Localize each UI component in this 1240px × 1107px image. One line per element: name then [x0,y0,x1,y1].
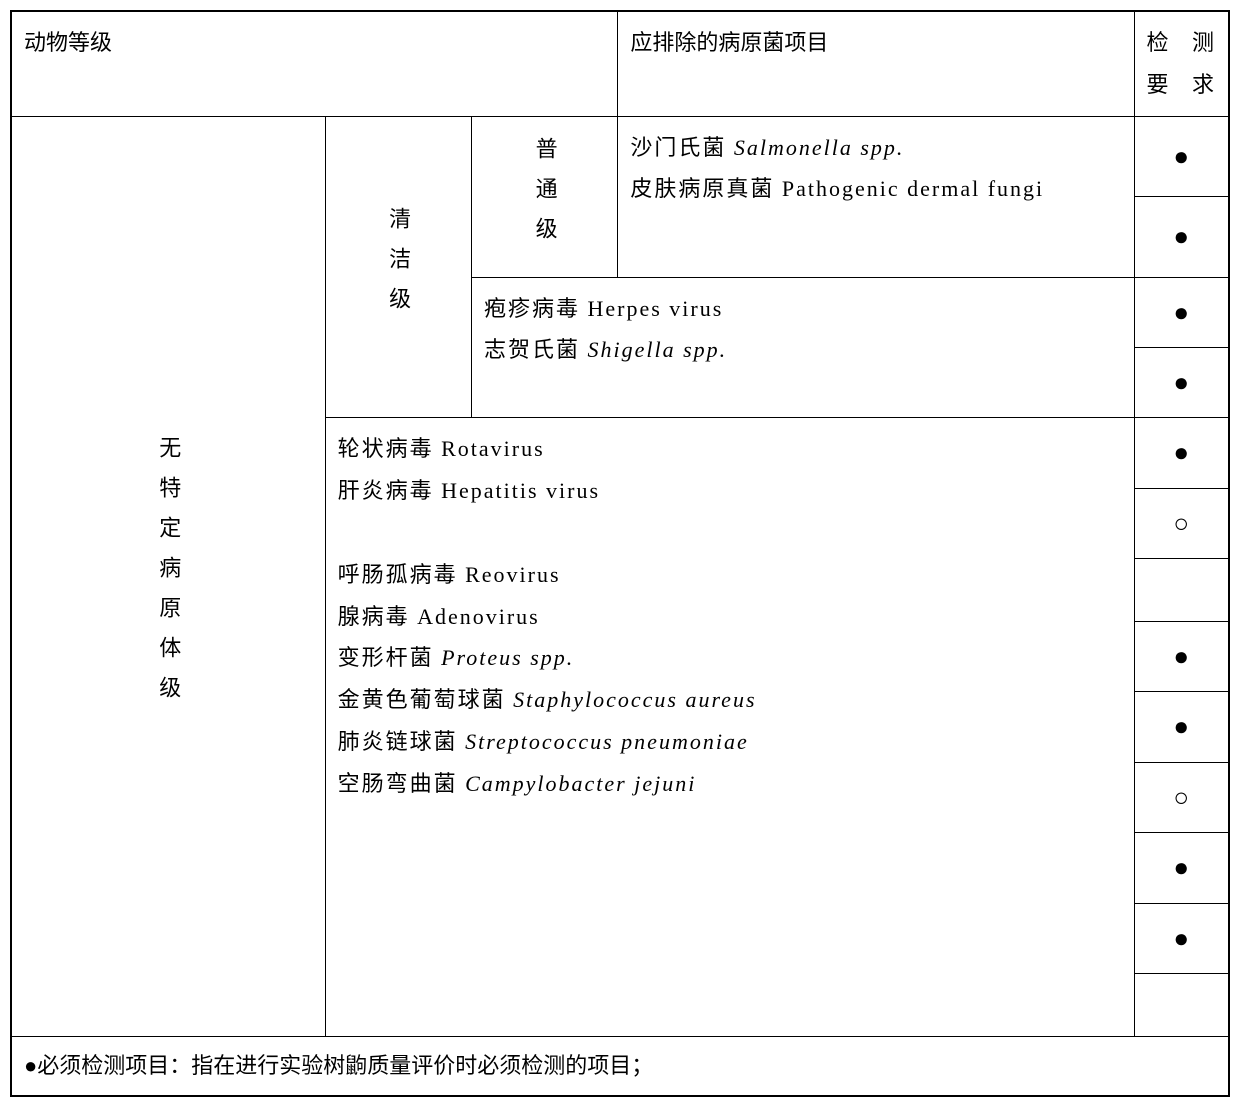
level-spf: 无特定病原体级 [11,116,325,1036]
check-mark: ○ [1134,762,1229,832]
pathogen-item: 肺炎链球菌 Streptococcus pneumoniae [338,721,1122,763]
header-pathogen: 应排除的病原菌项目 [618,11,1134,116]
check-mark: ● [1134,621,1229,691]
pathogen-cn: 变形杆菌 [338,645,434,670]
pathogen-en: Campylobacter jejuni [465,771,696,796]
check-mark [1134,973,1229,1036]
pathogen-table: 动物等级 应排除的病原菌项目 检测要求 无特定病原体级 清洁级 普通级 沙门氏菌… [10,10,1230,1097]
pathogen-cn: 轮状病毒 [338,436,434,461]
check-mark: ● [1134,116,1229,197]
pathogen-cell: 疱疹病毒 Herpes virus 志贺氏菌 Shigella spp. [471,277,1134,418]
pathogen-item: 轮状病毒 Rotavirus [338,428,1122,470]
pathogen-cn: 腺病毒 [338,604,410,629]
check-mark: ● [1134,418,1229,488]
pathogen-en: Pathogenic dermal fungi [782,176,1044,201]
header-animal-level: 动物等级 [11,11,618,116]
check-mark: ○ [1134,488,1229,558]
check-mark: ● [1134,833,1229,903]
pathogen-cn: 志贺氏菌 [484,337,580,362]
pathogen-item: 志贺氏菌 Shigella spp. [484,329,1122,371]
pathogen-item: 空肠弯曲菌 Campylobacter jejuni [338,763,1122,805]
pathogen-en: Shigella spp. [587,337,727,362]
pathogen-item: 金黄色葡萄球菌 Staphylococcus aureus [338,679,1122,721]
pathogen-item [338,512,1122,554]
check-mark: ● [1134,197,1229,278]
pathogen-item: 疱疹病毒 Herpes virus [484,288,1122,330]
pathogen-cn: 肺炎链球菌 [338,729,458,754]
pathogen-item: 肝炎病毒 Hepatitis virus [338,470,1122,512]
pathogen-en: Adenovirus [417,604,540,629]
pathogen-en: Staphylococcus aureus [513,687,756,712]
pathogen-cn: 空肠弯曲菌 [338,771,458,796]
pathogen-item: 皮肤病原真菌 Pathogenic dermal fungi [630,168,1121,210]
pathogen-en: Hepatitis virus [441,478,600,503]
pathogen-en: Rotavirus [441,436,545,461]
check-mark [1134,559,1229,622]
pathogen-cn: 疱疹病毒 [484,296,580,321]
header-requirement: 检测要求 [1134,11,1229,116]
pathogen-cn: 沙门氏菌 [630,135,726,160]
pathogen-cell: 沙门氏菌 Salmonella spp. 皮肤病原真菌 Pathogenic d… [618,116,1134,277]
header-row: 动物等级 应排除的病原菌项目 检测要求 [11,11,1229,116]
pathogen-cell: 轮状病毒 Rotavirus 肝炎病毒 Hepatitis virus 呼肠孤病… [325,418,1134,1036]
pathogen-item: 沙门氏菌 Salmonella spp. [630,127,1121,169]
pathogen-en: Reovirus [465,562,560,587]
pathogen-item: 呼肠孤病毒 Reovirus [338,554,1122,596]
check-mark: ● [1134,903,1229,973]
check-mark: ● [1134,277,1229,347]
level-normal: 普通级 [471,116,617,277]
footer-note: ●必须检测项目：指在进行实验树鼩质量评价时必须检测的项目； [11,1036,1229,1095]
check-mark: ● [1134,692,1229,762]
pathogen-cn: 皮肤病原真菌 [630,176,774,201]
pathogen-en: Herpes virus [587,296,723,321]
pathogen-cn: 金黄色葡萄球菌 [338,687,506,712]
pathogen-en: Proteus spp. [441,645,574,670]
pathogen-cn: 呼肠孤病毒 [338,562,458,587]
pathogen-cn: 肝炎病毒 [338,478,434,503]
pathogen-item: 变形杆菌 Proteus spp. [338,637,1122,679]
footer-row: ●必须检测项目：指在进行实验树鼩质量评价时必须检测的项目； [11,1036,1229,1095]
pathogen-en: Salmonella spp. [734,135,905,160]
check-mark: ● [1134,347,1229,417]
level-clean: 清洁级 [325,116,471,418]
pathogen-en: Streptococcus pneumoniae [465,729,749,754]
table-row: 无特定病原体级 清洁级 普通级 沙门氏菌 Salmonella spp. 皮肤病… [11,116,1229,197]
pathogen-item: 腺病毒 Adenovirus [338,596,1122,638]
